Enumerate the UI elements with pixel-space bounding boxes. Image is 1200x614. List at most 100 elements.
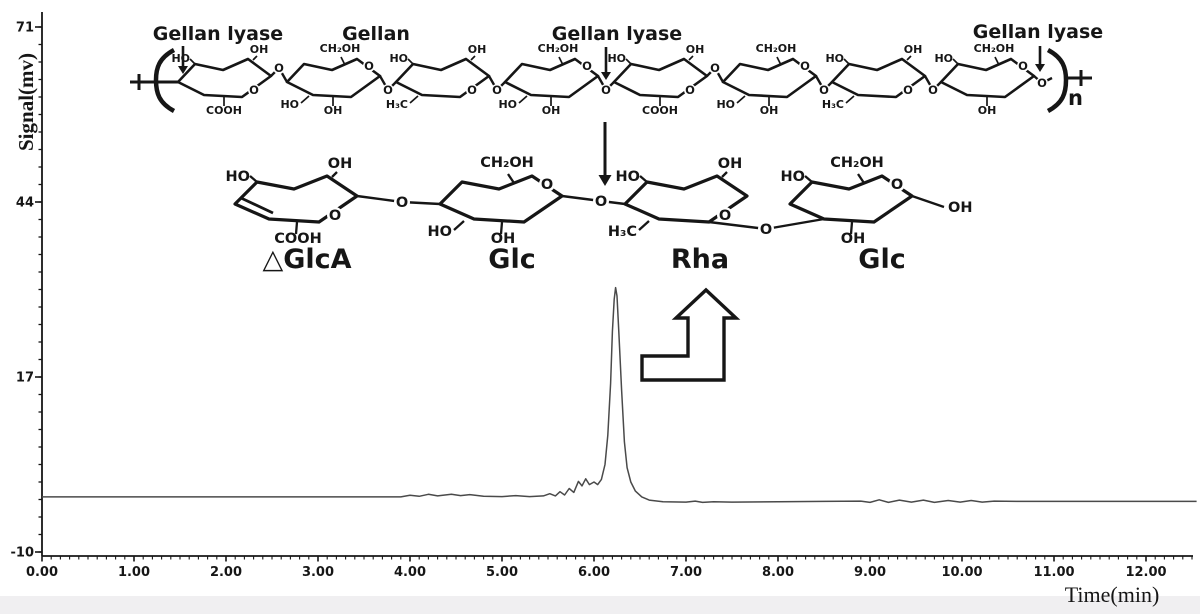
y-tick-label: -10 — [11, 546, 35, 561]
glycosidic-oxygen-label: O — [601, 83, 611, 97]
substituent-label-tl: HO — [226, 169, 250, 185]
glycosidic-oxygen-gap — [491, 84, 503, 96]
bottom-margin-strip — [0, 596, 1200, 614]
x-tick-label: 7.00 — [670, 565, 702, 580]
substituent-label-bl: HO — [498, 98, 517, 111]
enzyme-label-left: Gellan lyase — [153, 23, 283, 45]
x-tick-label: 2.00 — [210, 565, 242, 580]
chromatogram-trace — [42, 286, 1197, 504]
glycosidic-oxygen-gap — [927, 84, 939, 96]
substituent-bond — [252, 55, 258, 61]
substituent-bond — [409, 95, 419, 104]
substituent-label-bl: H₃C — [822, 98, 844, 111]
substituent-label-tl: HO — [389, 52, 408, 65]
substituent-bond — [721, 171, 728, 178]
substituent-label-bl: H₃C — [386, 98, 408, 111]
substituent-label-b: OH — [542, 104, 561, 117]
substituent-bond — [518, 95, 528, 104]
glycosidic-oxygen-gap — [1036, 77, 1048, 89]
lyase-arrow-middle-head — [601, 72, 611, 80]
ring-oxygen-gap — [684, 84, 696, 96]
ring-oxygen-gap — [889, 176, 905, 192]
substituent-label-t: CH₂OH — [538, 42, 579, 55]
glycosidic-oxygen-gap — [593, 193, 609, 209]
x-tick-label: 3.00 — [302, 565, 334, 580]
lyase-arrow-left-head — [178, 66, 188, 74]
substituent-bond — [507, 173, 515, 184]
elbow-arrow-to-rha — [640, 287, 741, 382]
glycosidic-oxygen-label: O — [492, 83, 502, 97]
substituent-bond — [407, 58, 414, 65]
ring-bond-skeleton — [612, 57, 709, 99]
substituent-bond — [499, 221, 504, 235]
substituent-label-t: CH₂OH — [480, 155, 534, 171]
ring-oxygen-label: O — [364, 59, 374, 73]
sugar-ring-Glc: O HO CH₂OH OH — [781, 155, 914, 247]
y-tick-label: 71 — [16, 21, 34, 36]
ring-oxygen-label: O — [541, 177, 553, 193]
x-tick-label: 12.00 — [1125, 565, 1166, 580]
product-sugar-name-glc1: Glc — [488, 244, 535, 275]
substituent-bond — [857, 173, 865, 184]
enzyme-label-middle: Gellan lyase — [552, 23, 682, 45]
substituent-label-tl: HO — [607, 52, 626, 65]
substituent-label-b: OH — [841, 231, 865, 247]
ring-oxygen-gap — [539, 176, 555, 192]
substituent-bond — [300, 95, 310, 104]
substituent-bond — [994, 56, 1000, 66]
x-tick-label: 9.00 — [854, 565, 886, 580]
sugar-ring-△GlcA: O HO OH COOH — [226, 156, 359, 247]
sugar-ring-GlcA: O HO OH COOH — [607, 43, 709, 117]
ring-bond-skeleton — [394, 57, 491, 99]
ring-oxygen-gap — [327, 207, 343, 223]
repeat-bracket-right — [1046, 48, 1069, 113]
ring-oxygen-gap — [717, 207, 733, 223]
substituent-bond — [638, 220, 650, 231]
substituent-bond — [189, 58, 196, 65]
substituent-bond — [294, 221, 299, 235]
sugar-ring-GlcA: O HO OH COOH — [171, 43, 273, 117]
glycosidic-oxygen-label: O — [274, 61, 284, 75]
glycosidic-oxygen-gap — [600, 84, 612, 96]
y-axis-title: Signal(mv) — [14, 53, 38, 151]
y-tick-label: 44 — [16, 196, 34, 211]
lyase-arrow-right-head — [1035, 64, 1045, 72]
axes: 71 44 17 -10 0.00 1.00 2.00 3.00 4.00 5.00 6.00 7.0… — [11, 12, 1193, 580]
ring-oxygen-label: O — [891, 177, 903, 193]
substituent-label-t: CH₂OH — [974, 42, 1015, 55]
glycosidic-oxygen-gap — [709, 62, 721, 74]
substituent-label-bl: HO — [716, 98, 735, 111]
sugar-ring-Rha: O HO OH H₃C — [386, 43, 491, 111]
ring-oxygen-gap — [581, 60, 593, 72]
substituent-bond — [639, 175, 648, 183]
ring-oxygen-gap — [799, 60, 811, 72]
glycosidic-oxygen-label: O — [383, 83, 393, 97]
ring-oxygen-gap — [363, 60, 375, 72]
x-tick-label: 8.00 — [762, 565, 794, 580]
glycosidic-oxygen-label: O — [396, 195, 408, 211]
ring-oxygen-label: O — [329, 208, 341, 224]
substituent-label-tl: HO — [616, 169, 640, 185]
substituent-label-tr: OH — [250, 43, 269, 56]
substituent-bond — [625, 58, 632, 65]
substituent-label-tr: OH — [718, 156, 742, 172]
x-tick-label: 11.00 — [1033, 565, 1074, 580]
substituent-bond — [843, 58, 850, 65]
ring-bond-skeleton — [830, 57, 927, 99]
ring-bond-skeleton — [176, 57, 273, 99]
substituent-label-t: CH₂OH — [756, 42, 797, 55]
substituent-bond — [804, 175, 813, 183]
substituent-label-tl: HO — [171, 52, 190, 65]
ring-oxygen-label: O — [685, 83, 695, 97]
substituent-label-tl: HO — [825, 52, 844, 65]
substituent-label-bl: HO — [280, 98, 299, 111]
substituent-bond — [470, 55, 476, 61]
enzyme-label-right: Gellan lyase — [973, 21, 1103, 43]
substituent-bond — [453, 220, 465, 231]
product-sugar-name-glc2: Glc — [858, 244, 905, 275]
x-axis-title: Time(min) — [1065, 582, 1160, 607]
